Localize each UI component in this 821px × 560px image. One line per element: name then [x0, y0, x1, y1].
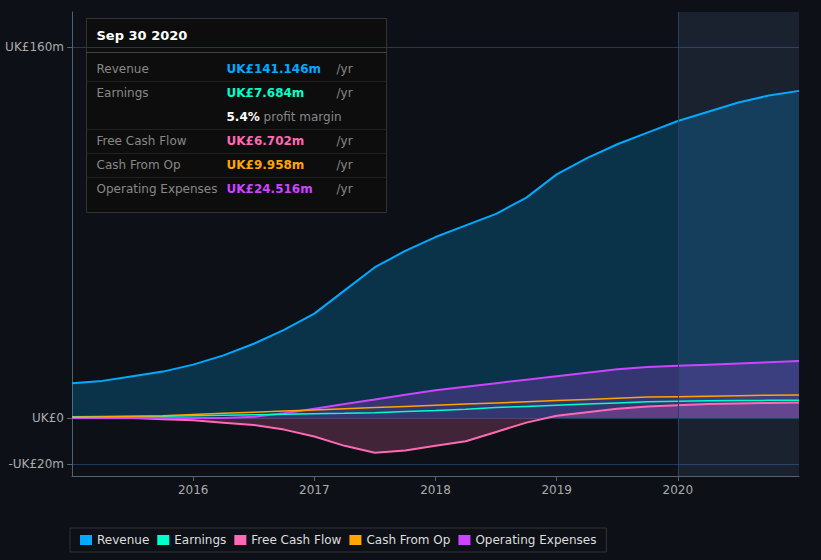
svg-text:/yr: /yr [337, 158, 353, 172]
svg-text:/yr: /yr [337, 182, 353, 196]
svg-text:UK£6.702m: UK£6.702m [227, 134, 305, 148]
svg-text:/yr: /yr [337, 134, 353, 148]
svg-text:Revenue: Revenue [97, 62, 149, 76]
svg-text:UK£0: UK£0 [32, 411, 64, 425]
svg-text:/yr: /yr [337, 86, 353, 100]
svg-text:Sep 30 2020: Sep 30 2020 [97, 28, 188, 43]
svg-text:2020: 2020 [663, 483, 694, 497]
svg-text:2017: 2017 [299, 483, 330, 497]
svg-text:Operating Expenses: Operating Expenses [475, 533, 596, 547]
svg-text:UK£160m: UK£160m [5, 40, 64, 54]
svg-text:Free Cash Flow: Free Cash Flow [251, 533, 341, 547]
svg-text:Operating Expenses: Operating Expenses [97, 182, 218, 196]
svg-text:5.4%: 5.4% [227, 110, 260, 124]
svg-text:UK£141.146m: UK£141.146m [227, 62, 322, 76]
svg-text:UK£7.684m: UK£7.684m [227, 86, 305, 100]
svg-text:UK£24.516m: UK£24.516m [227, 182, 313, 196]
svg-text:Earnings: Earnings [97, 86, 149, 100]
svg-text:Free Cash Flow: Free Cash Flow [97, 134, 187, 148]
svg-text:Cash From Op: Cash From Op [366, 533, 450, 547]
svg-text:Earnings: Earnings [174, 533, 226, 547]
svg-text:Cash From Op: Cash From Op [97, 158, 181, 172]
svg-text:Revenue: Revenue [97, 533, 149, 547]
svg-text:2016: 2016 [178, 483, 209, 497]
svg-text:2018: 2018 [420, 483, 451, 497]
svg-text:/yr: /yr [337, 62, 353, 76]
svg-text:profit margin: profit margin [260, 110, 342, 124]
svg-text:2019: 2019 [541, 483, 572, 497]
svg-text:-UK£20m: -UK£20m [8, 457, 64, 471]
svg-text:UK£9.958m: UK£9.958m [227, 158, 305, 172]
